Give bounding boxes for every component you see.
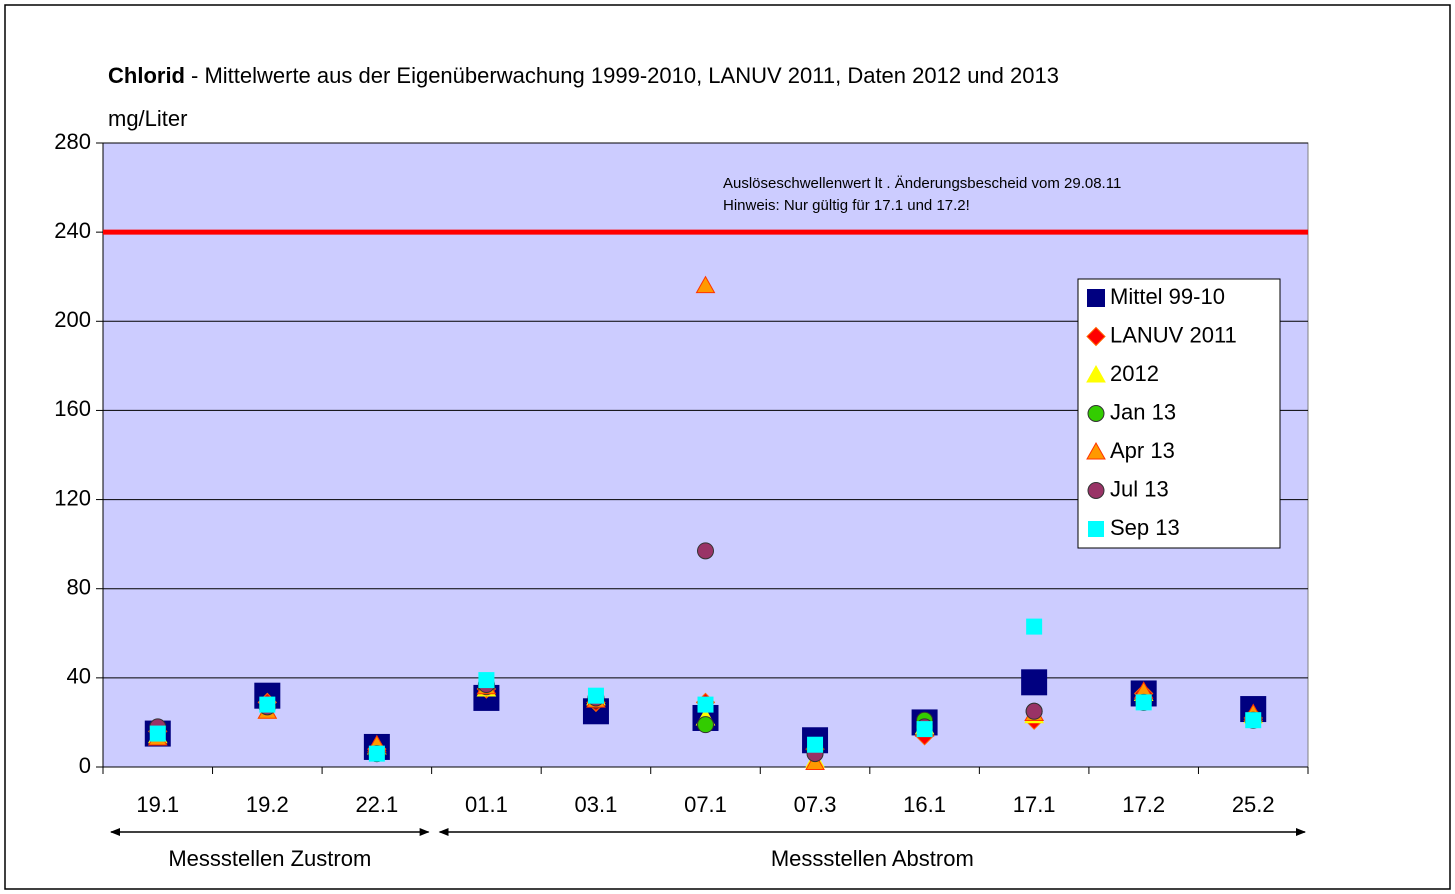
point: [916, 721, 933, 738]
legend-marker: [1086, 441, 1106, 460]
legend-label: LANUV 2011: [1110, 322, 1237, 347]
legend-box: [1077, 278, 1281, 549]
group-label: Messstellen Abstrom: [771, 846, 974, 871]
group-label: Messstellen Zustrom: [168, 846, 371, 871]
legend-marker: [1087, 289, 1105, 307]
point: [1245, 712, 1262, 729]
legend-label: Mittel 99-10: [1110, 284, 1225, 309]
x-tick-label: 01.1: [465, 792, 508, 817]
point: [259, 696, 276, 713]
legend-marker: [1086, 364, 1106, 383]
legend-label: 2012: [1110, 361, 1159, 386]
point: [1026, 618, 1043, 635]
x-tick-label: 19.2: [246, 792, 289, 817]
point: [1025, 702, 1043, 720]
point: [1135, 694, 1152, 711]
legend-marker: [1086, 326, 1106, 347]
legend-marker: [1087, 405, 1105, 422]
point: [697, 542, 714, 560]
threshold-label: Auslöseschwellenwert lt . Änderungsbesch…: [723, 175, 1121, 192]
y-tick-label: 200: [54, 307, 91, 332]
point: [587, 687, 604, 704]
x-tick-label: 25.2: [1232, 792, 1275, 817]
point: [697, 716, 714, 734]
legend-label: Jan 13: [1110, 399, 1176, 424]
legend-marker: [1087, 482, 1105, 499]
point: [807, 736, 824, 753]
title-bold: Chlorid: [108, 63, 185, 88]
title-text: - Mittelwerte aus der Eigenüberwachung 1…: [191, 63, 1059, 88]
x-tick-label: 07.3: [794, 792, 837, 817]
y-tick-label: 280: [54, 129, 91, 154]
x-tick-label: 19.1: [136, 792, 179, 817]
legend-label: Jul 13: [1110, 476, 1169, 501]
point: [368, 745, 385, 762]
point: [1021, 669, 1048, 696]
point: [149, 725, 166, 742]
y-tick-label: 240: [54, 218, 91, 243]
point: [478, 672, 495, 689]
y-tick-label: 0: [79, 753, 91, 778]
point: [697, 696, 714, 713]
y-axis-label: mg/Liter: [108, 106, 187, 131]
x-tick-label: 16.1: [903, 792, 946, 817]
point: [695, 275, 716, 294]
y-tick-label: 120: [54, 485, 91, 510]
chart-title: Chlorid - Mittelwerte aus der Eigenüberwa…: [108, 63, 1059, 88]
threshold-label: Hinweis: Nur gültig für 17.1 und 17.2!: [723, 197, 970, 214]
legend-label: Apr 13: [1110, 438, 1175, 463]
y-tick-label: 160: [54, 396, 91, 421]
x-tick-label: 07.1: [684, 792, 727, 817]
legend-label: Sep 13: [1110, 515, 1180, 540]
x-tick-label: 03.1: [575, 792, 618, 817]
x-tick-label: 17.1: [1013, 792, 1056, 817]
y-tick-label: 40: [67, 664, 91, 689]
x-tick-label: 22.1: [355, 792, 398, 817]
x-tick-label: 17.2: [1122, 792, 1165, 817]
y-tick-label: 80: [67, 575, 91, 600]
legend-marker: [1088, 521, 1104, 537]
